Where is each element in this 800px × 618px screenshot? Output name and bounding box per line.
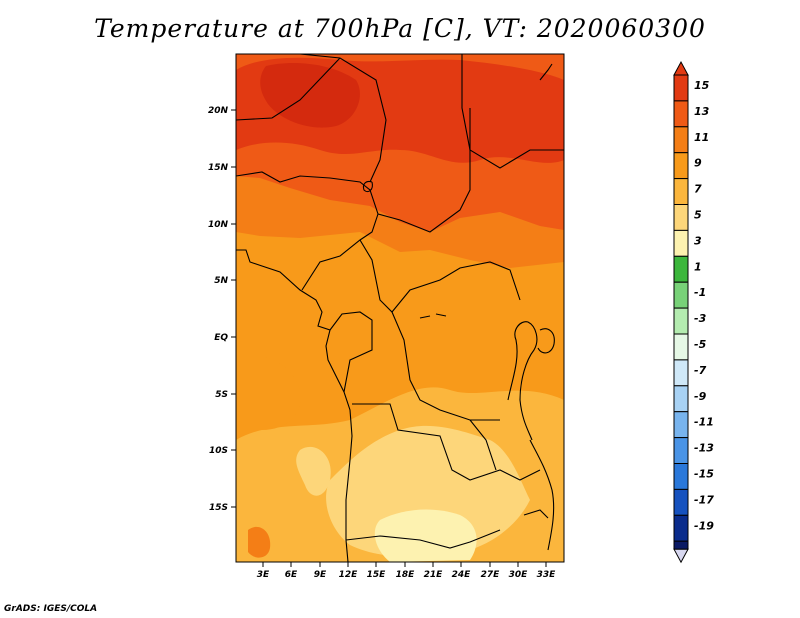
colorbar-label: -9	[694, 390, 707, 403]
lon-label-18e: 18E	[396, 570, 416, 580]
colorbar-label: -7	[694, 364, 707, 377]
lat-label-15s: 15S	[209, 503, 228, 513]
temperature-field	[236, 54, 564, 562]
colorbar: 15 13 11 9 7 5 3 1 -1 -3 -5 -7 -9 -11 -13 -15 -17 -19	[673, 60, 714, 564]
colorbar-swatch	[673, 359, 689, 387]
colorbar-swatch	[673, 255, 689, 283]
colorbar-swatch	[673, 540, 689, 550]
colorbar-label: 11	[694, 131, 709, 144]
field-cool-patch	[296, 446, 331, 496]
colorbar-label: -13	[694, 442, 714, 455]
lat-label-5s: 5S	[215, 390, 228, 400]
lon-label-12e: 12E	[339, 570, 359, 580]
colorbar-label: 15	[694, 79, 710, 92]
lon-label-27e: 27E	[481, 570, 501, 580]
colorbar-label: -19	[694, 519, 714, 532]
field-3c-band	[374, 509, 477, 562]
colorbar-swatch	[673, 152, 689, 180]
colorbar-label: -3	[694, 312, 707, 325]
colorbar-swatch	[673, 463, 689, 490]
lat-label-10s: 10S	[209, 446, 228, 456]
lat-label-10n: 10N	[208, 220, 229, 230]
colorbar-swatch	[673, 281, 689, 309]
colorbar-swatch	[673, 229, 689, 257]
colorbar-label: 1	[694, 260, 702, 273]
lon-label-24e: 24E	[452, 570, 472, 580]
colorbar-swatch	[673, 333, 689, 361]
lon-tick-marks	[262, 562, 547, 567]
lon-label-6e: 6E	[285, 570, 298, 580]
colorbar-swatch	[673, 385, 689, 413]
lon-label-15e: 15E	[367, 570, 387, 580]
lon-label-21e: 21E	[424, 570, 444, 580]
lon-label-30e: 30E	[509, 570, 529, 580]
colorbar-top-cap	[673, 60, 689, 76]
colorbar-swatch	[673, 126, 689, 154]
field-sw-warm-patch	[248, 526, 271, 558]
colorbar-label: 7	[694, 183, 702, 196]
lat-label-eq: EQ	[214, 333, 228, 343]
colorbar-label: 5	[694, 209, 702, 222]
colorbar-label: 13	[694, 105, 710, 118]
colorbar-swatch	[673, 437, 689, 465]
lon-label-9e: 9E	[314, 570, 327, 580]
colorbar-label: 9	[694, 157, 702, 170]
colorbar-swatch	[673, 307, 689, 335]
colorbar-swatch	[673, 178, 689, 206]
chart-title: Temperature at 700hPa [C], VT: 202006030…	[94, 14, 706, 43]
lat-label-15n: 15N	[208, 163, 229, 173]
colorbar-swatch	[673, 74, 689, 102]
map-frame	[235, 53, 565, 563]
colorbar-label: -17	[694, 493, 714, 506]
colorbar-bottom-cap	[673, 548, 689, 564]
colorbar-swatch	[673, 411, 689, 439]
colorbar-swatch	[673, 204, 689, 231]
colorbar-label: 3	[694, 234, 702, 247]
lon-label-33e: 33E	[537, 570, 557, 580]
lat-label-5n: 5N	[214, 276, 228, 286]
footer-credit: GrADS: IGES/COLA	[4, 604, 98, 614]
field-coastal-warm-patch	[236, 356, 301, 430]
colorbar-swatch	[673, 100, 689, 128]
colorbar-swatch	[673, 514, 689, 542]
colorbar-label: -11	[694, 416, 714, 429]
colorbar-label: -15	[694, 468, 714, 481]
colorbar-swatch	[673, 488, 689, 516]
lat-tick-marks	[231, 109, 236, 508]
lat-label-20n: 20N	[208, 106, 229, 116]
country-borders	[236, 54, 564, 562]
colorbar-label: -5	[694, 338, 707, 351]
colorbar-label: -1	[694, 286, 706, 299]
field-hot-core	[260, 62, 360, 128]
lon-label-3e: 3E	[257, 570, 270, 580]
